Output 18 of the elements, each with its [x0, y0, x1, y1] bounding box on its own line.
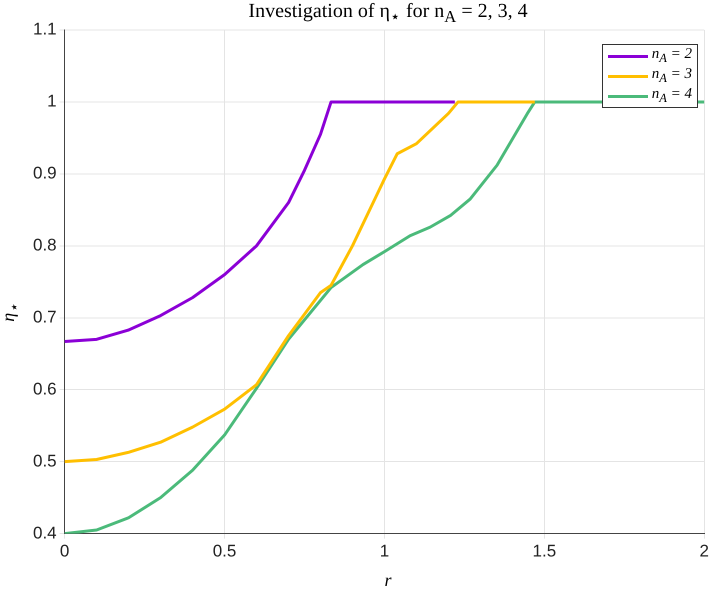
x-tick-label: 0.5 — [212, 541, 236, 560]
y-tick-label: 0.9 — [32, 164, 57, 183]
y-tick-label: 0.5 — [32, 451, 57, 470]
x-tick-label: 1 — [380, 541, 390, 560]
y-tick-label: 0.7 — [32, 307, 57, 326]
chart-title: Investigation of η$_{⋆}$ for n$_{A}$ = 2, 3, 4 — [247, 0, 529, 27]
y-tick-label: 1 — [47, 92, 57, 111]
legend-label: n$_{A}$ = 3 — [652, 66, 692, 86]
x-tick-label: 1.5 — [532, 541, 556, 560]
y-tick-label: 0.8 — [32, 236, 57, 255]
legend-label: n$_{A}$ = 2 — [652, 46, 692, 66]
y-tick-label: 0.6 — [32, 379, 57, 398]
x-axis-title: r — [383, 570, 392, 591]
y-tick-label: 0.4 — [32, 523, 57, 542]
x-tick-label: 2 — [700, 541, 710, 560]
y-tick-label: 1.1 — [32, 20, 57, 39]
x-tick-label: 0 — [60, 541, 70, 560]
legend-label: n$_{A}$ = 4 — [652, 86, 692, 106]
